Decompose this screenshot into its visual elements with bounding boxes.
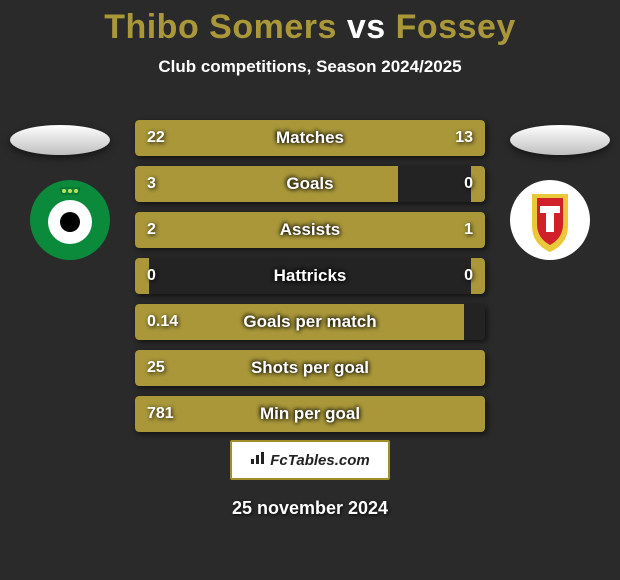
club-badge-left xyxy=(30,180,110,260)
player1-name: Thibo Somers xyxy=(104,8,337,46)
stat-row: 2213Matches xyxy=(135,120,485,156)
stat-row: 25Shots per goal xyxy=(135,350,485,386)
club-badge-right xyxy=(510,180,590,260)
stat-label: Goals xyxy=(135,174,485,194)
subtitle: Club competitions, Season 2024/2025 xyxy=(0,57,620,77)
branding-badge: FcTables.com xyxy=(230,440,390,480)
stat-row: 00Hattricks xyxy=(135,258,485,294)
stat-label: Matches xyxy=(135,128,485,148)
comparison-title: Thibo Somers vs Fossey xyxy=(0,0,620,47)
stat-label: Hattricks xyxy=(135,266,485,286)
stat-row: 0.14Goals per match xyxy=(135,304,485,340)
stat-label: Assists xyxy=(135,220,485,240)
stat-label: Goals per match xyxy=(135,312,485,332)
cercle-brugge-crest-icon xyxy=(30,180,110,260)
player1-silhouette xyxy=(10,125,110,155)
player2-name: Fossey xyxy=(396,8,516,46)
stat-label: Min per goal xyxy=(135,404,485,424)
branding-text: FcTables.com xyxy=(270,452,369,469)
comparison-date: 25 november 2024 xyxy=(0,498,620,519)
chart-icon xyxy=(250,451,266,470)
standard-liege-crest-icon xyxy=(510,180,590,260)
stat-label: Shots per goal xyxy=(135,358,485,378)
vs-text: vs xyxy=(347,8,386,46)
stat-row: 21Assists xyxy=(135,212,485,248)
stat-row: 30Goals xyxy=(135,166,485,202)
stat-row: 781Min per goal xyxy=(135,396,485,432)
player2-silhouette xyxy=(510,125,610,155)
stats-table: 2213Matches 30Goals 21Assists 00Hattricks 0.… xyxy=(135,120,485,442)
